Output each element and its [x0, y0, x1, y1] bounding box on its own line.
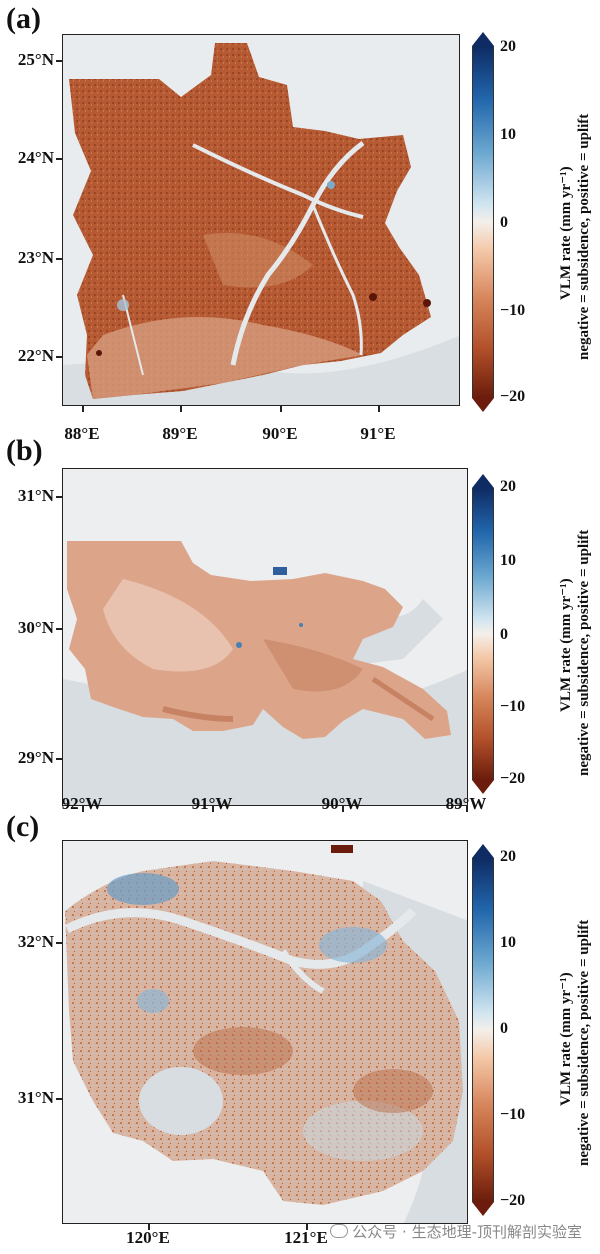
- tick-mark: [212, 806, 214, 812]
- x-tick-label: 91°W: [191, 794, 233, 813]
- colorbar-title: VLM rate (mm yr⁻¹): [558, 972, 574, 1106]
- colorbar-tick: 10: [500, 934, 516, 951]
- tick-mark: [306, 1224, 308, 1230]
- y-tick-label: 23°N: [17, 248, 54, 267]
- colorbar-tick: 20: [500, 848, 516, 865]
- colorbar-gradient: [472, 858, 494, 1202]
- y-tick-label: 22°N: [17, 346, 54, 365]
- watermark: 公众号 · 生态地理-顶刊解剖实验室: [330, 1221, 582, 1242]
- tick-mark: [56, 496, 62, 498]
- x-tick-label: 90°E: [262, 424, 298, 443]
- colorbar-extend-min: [472, 780, 494, 794]
- y-tick-label: 25°N: [17, 50, 54, 69]
- y-tick-label: 31°N: [17, 486, 54, 505]
- x-tick-label: 89°E: [162, 424, 198, 443]
- map-canvas: [63, 469, 467, 805]
- colorbar-tick: −20: [500, 388, 526, 405]
- colorbar-subtitle: negative = subsidence, positive = uplift: [576, 529, 592, 776]
- colorbar-tick: 0: [500, 214, 508, 231]
- tick-mark: [180, 406, 182, 412]
- colorbar-tick: −10: [500, 1106, 526, 1123]
- land-subsidence-area: [69, 43, 431, 399]
- colorbar-title: VLM rate (mm yr⁻¹): [558, 166, 574, 300]
- colorbar-tick: −20: [500, 770, 526, 787]
- tick-mark: [148, 1224, 150, 1230]
- y-tick-label: 31°N: [17, 1088, 54, 1107]
- colorbar: [472, 844, 494, 1216]
- colorbar-extend-max: [472, 32, 494, 46]
- colorbar-extend-min: [472, 398, 494, 412]
- colorbar-subtitle: negative = subsidence, positive = uplift: [576, 919, 592, 1166]
- map-shanghai-jiangsu: [62, 840, 468, 1224]
- colorbar-tick: 10: [500, 126, 516, 143]
- y-tick-label: 32°N: [17, 932, 54, 951]
- tick-mark: [466, 806, 468, 812]
- colorbar-tick: −20: [500, 1192, 526, 1209]
- tick-mark: [56, 258, 62, 260]
- map-canvas: [63, 35, 459, 405]
- x-tick-label: 92°W: [61, 794, 103, 813]
- x-tick-label: 90°W: [321, 794, 363, 813]
- colorbar-tick: 20: [500, 38, 516, 55]
- tick-mark: [56, 758, 62, 760]
- tick-mark: [56, 942, 62, 944]
- tick-mark: [56, 356, 62, 358]
- colorbar-extend-max: [472, 844, 494, 858]
- colorbar-extend-max: [472, 474, 494, 488]
- colorbar-tick: 10: [500, 552, 516, 569]
- panel-label: (b): [6, 434, 43, 467]
- colorbar-gradient: [472, 46, 494, 398]
- colorbar-extend-min: [472, 1202, 494, 1216]
- colorbar-gradient: [472, 488, 494, 780]
- y-tick-label: 30°N: [17, 618, 54, 637]
- tick-mark: [378, 406, 380, 412]
- tick-mark: [280, 406, 282, 412]
- x-tick-label: 121°E: [284, 1228, 328, 1247]
- colorbar-tick: 20: [500, 478, 516, 495]
- colorbar-subtitle: negative = subsidence, positive = uplift: [576, 113, 592, 360]
- panel-a: (a): [0, 0, 600, 444]
- tick-mark: [82, 406, 84, 412]
- colorbar: [472, 474, 494, 794]
- colorbar-tick: 0: [500, 1020, 508, 1037]
- x-tick-label: 89°W: [445, 794, 487, 813]
- colorbar-title: VLM rate (mm yr⁻¹): [558, 578, 574, 712]
- tick-mark: [56, 60, 62, 62]
- y-tick-label: 24°N: [17, 148, 54, 167]
- x-tick-label: 120°E: [126, 1228, 170, 1247]
- tick-mark: [342, 806, 344, 812]
- map-louisiana: [62, 468, 468, 806]
- tick-mark: [56, 628, 62, 630]
- tick-mark: [56, 158, 62, 160]
- colorbar-tick: 0: [500, 626, 508, 643]
- panel-b: (b) 31°N 30°N 29°N 92°W 91°W 90°W 89°W 2…: [0, 430, 600, 820]
- watermark-text: 公众号 · 生态地理-顶刊解剖实验室: [352, 1223, 582, 1241]
- colorbar-tick: −10: [500, 698, 526, 715]
- x-tick-label: 91°E: [360, 424, 396, 443]
- x-tick-label: 88°E: [64, 424, 100, 443]
- colorbar-tick: −10: [500, 302, 526, 319]
- y-tick-label: 29°N: [17, 748, 54, 767]
- land-subsidence-area: [67, 541, 451, 739]
- tick-mark: [82, 806, 84, 812]
- tick-mark: [56, 1098, 62, 1100]
- map-bangladesh: [62, 34, 460, 406]
- wechat-icon: [330, 1224, 349, 1238]
- map-canvas: [63, 841, 467, 1223]
- panel-label: (a): [6, 2, 41, 35]
- panel-c: (c): [0, 810, 600, 1254]
- colorbar: [472, 32, 494, 412]
- panel-label: (c): [6, 810, 40, 843]
